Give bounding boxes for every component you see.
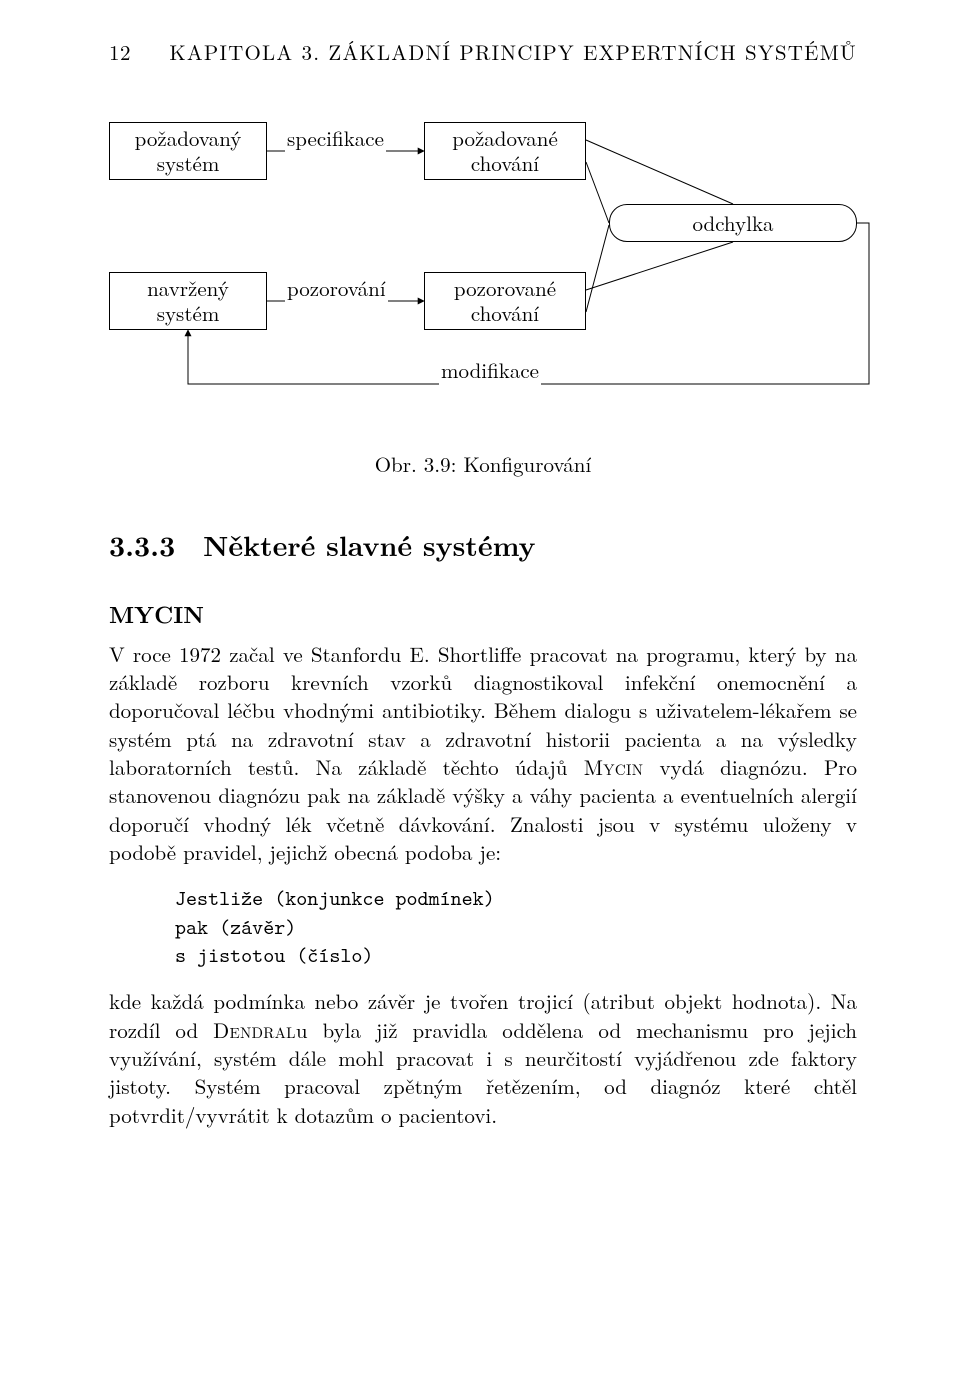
smallcaps-dendral: Dendral [213, 1015, 296, 1045]
section-number: 3.3.3 [109, 527, 175, 565]
diagram-node-line: systém [118, 151, 258, 176]
chapter-title: KAPITOLA 3. ZÁKLADNÍ PRINCIPY EXPERTNÍCH… [169, 38, 857, 66]
diagram-label-modifikace: modifikace [439, 356, 541, 384]
diagram-edge [586, 242, 733, 290]
smallcaps-mycin: Mycin [584, 752, 644, 782]
diagram-node-pozadovane-chovani: požadovanéchování [424, 122, 586, 180]
figure-caption: Obr. 3.9: Konfigurování [109, 450, 857, 478]
diagram-node-line: systém [118, 301, 258, 326]
diagram-edge [586, 225, 609, 312]
diagram-node-pozadovany-system: požadovanýsystém [109, 122, 267, 180]
diagram-edge [586, 162, 609, 223]
diagram-node-pozorovane-chovani: pozorovanéchování [424, 272, 586, 330]
diagram-label-specifikace: specifikace [285, 124, 386, 152]
paragraph: V roce 1972 začal ve Stanfordu E. Shortl… [109, 640, 857, 867]
code-block: Jestliže (konjunkce podmínek) pak (závěr… [175, 884, 857, 969]
diagram-label-pozorovani: pozorování [285, 274, 388, 302]
diagram-node-line: chování [433, 151, 577, 176]
section-heading: 3.3.3 Některé slavné systémy [109, 527, 857, 565]
figure-diagram: požadovanýsystém požadovanéchování navržen… [109, 122, 857, 422]
section-title: Některé slavné systémy [203, 525, 535, 565]
running-header: 12 KAPITOLA 3. ZÁKLADNÍ PRINCIPY EXPERTN… [109, 38, 857, 66]
diagram-edge [586, 140, 733, 204]
paragraph: kde každá podmínka nebo závěr je tvořen … [109, 987, 857, 1129]
page-number: 12 [109, 38, 131, 66]
subsection-heading-mycin: MYCIN [109, 598, 857, 629]
page: 12 KAPITOLA 3. ZÁKLADNÍ PRINCIPY EXPERTN… [0, 0, 960, 1399]
diagram-node-navrzeny-system: navrženýsystém [109, 272, 267, 330]
diagram-node-odchylka: odchylka [609, 204, 857, 242]
diagram-node-line: chování [433, 301, 577, 326]
